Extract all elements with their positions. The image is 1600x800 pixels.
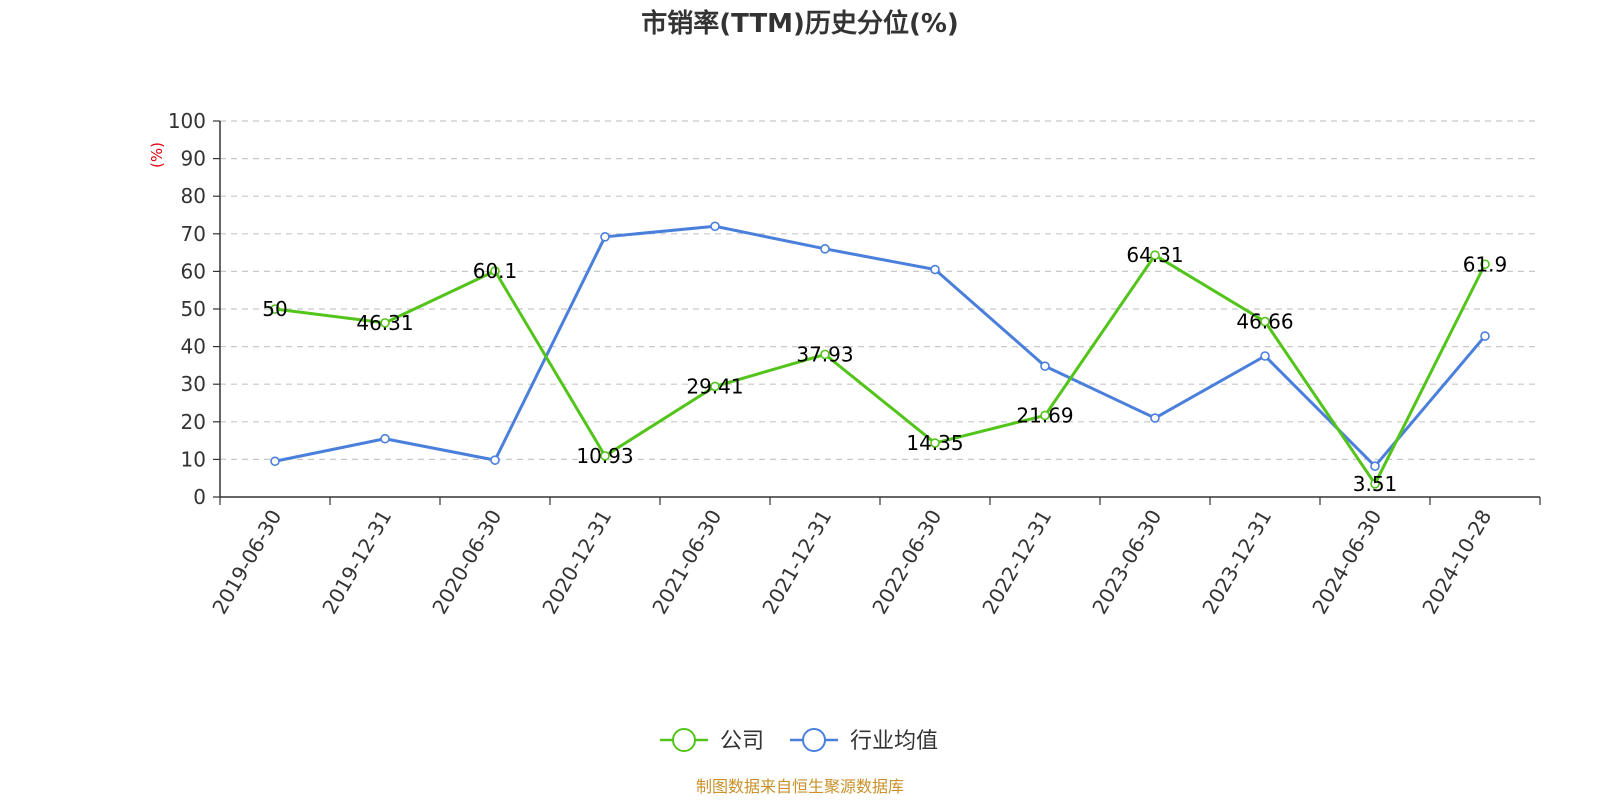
data-label: 61.9	[1463, 252, 1508, 276]
y-tick-label: 60	[181, 259, 206, 283]
data-point	[1150, 250, 1160, 260]
data-point	[710, 381, 720, 392]
x-tick-label: 2024-06-30	[1307, 506, 1386, 619]
data-point	[1150, 413, 1160, 423]
y-axis-unit-label: (%)	[148, 142, 166, 168]
data-point	[1040, 361, 1050, 371]
axes: 0 10 20 30 40 50 60 70 80 90 100 2019-06-30 2019-12-…	[168, 109, 1541, 619]
legend-label: 行业均值	[850, 729, 938, 754]
data-label: 50	[262, 297, 287, 321]
data-label: 64.31	[1126, 243, 1183, 267]
x-tick-label: 2022-06-30	[867, 506, 946, 619]
x-tick-label: 2023-12-31	[1197, 506, 1276, 619]
chart-title: 市销率(TTM)历史分位(%)	[641, 8, 959, 39]
data-label: 21.69	[1016, 403, 1073, 427]
data-label: 60.1	[473, 259, 518, 283]
data-point	[930, 264, 940, 275]
data-point	[1480, 259, 1490, 270]
data-point	[270, 304, 280, 314]
x-tick-label: 2021-12-31	[757, 506, 836, 619]
y-tick-label: 100	[168, 109, 206, 133]
data-point	[710, 221, 720, 232]
y-tick-label: 40	[181, 335, 206, 359]
data-point	[380, 433, 390, 444]
data-point	[490, 266, 500, 276]
data-label: 3.51	[1353, 472, 1398, 496]
x-tick-label: 2022-12-31	[977, 506, 1056, 619]
data-label: 14.35	[906, 431, 963, 455]
source-note: 制图数据来自恒生聚源数据库	[696, 777, 904, 796]
y-tick-label: 80	[181, 184, 206, 208]
data-label: 46.66	[1236, 310, 1293, 334]
y-tick-label: 50	[181, 297, 206, 321]
data-point	[600, 232, 610, 242]
series-lines	[270, 221, 1490, 489]
data-point	[380, 318, 390, 328]
data-point	[1480, 331, 1490, 341]
x-tick-label: 2019-12-31	[317, 506, 396, 619]
data-point	[1370, 461, 1380, 471]
data-point	[930, 438, 940, 448]
y-tick-label: 20	[181, 410, 206, 434]
data-label: 29.41	[686, 374, 743, 398]
data-point	[820, 349, 830, 360]
x-tick-label: 2019-06-30	[207, 506, 286, 619]
data-point	[270, 456, 280, 467]
data-point	[1260, 316, 1270, 327]
data-labels: 50 46.31 60.1 10.93 29.41 37.93 14.35 21.69 64.3…	[262, 243, 1507, 496]
x-tick-label: 2021-06-30	[647, 506, 726, 619]
data-label: 37.93	[796, 342, 853, 366]
y-tick-label: 70	[181, 222, 206, 246]
data-label: 10.93	[576, 444, 633, 468]
series-line-0	[274, 253, 1487, 486]
x-tick-label: 2020-06-30	[427, 506, 506, 619]
data-point	[1260, 351, 1270, 361]
data-point	[1040, 410, 1050, 421]
legend: 公司 行业均值	[660, 728, 938, 754]
y-tick-label: 90	[181, 147, 206, 171]
data-point	[490, 455, 500, 465]
data-point	[600, 451, 610, 461]
data-point	[1370, 479, 1380, 489]
series-line-1	[274, 224, 1487, 468]
data-point	[820, 244, 830, 254]
data-label: 46.31	[356, 311, 413, 335]
y-tick-label: 30	[181, 372, 206, 396]
legend-swatch-marker	[802, 728, 826, 752]
legend-label: 公司	[720, 729, 764, 754]
x-tick-label: 2023-06-30	[1087, 506, 1166, 619]
grid-lines	[220, 120, 1540, 460]
y-tick-label: 10	[181, 447, 206, 471]
legend-swatch-marker	[672, 728, 696, 752]
y-tick-label: 0	[193, 485, 206, 509]
x-tick-label: 2024-10-28	[1417, 506, 1496, 619]
x-tick-label: 2020-12-31	[537, 506, 616, 619]
